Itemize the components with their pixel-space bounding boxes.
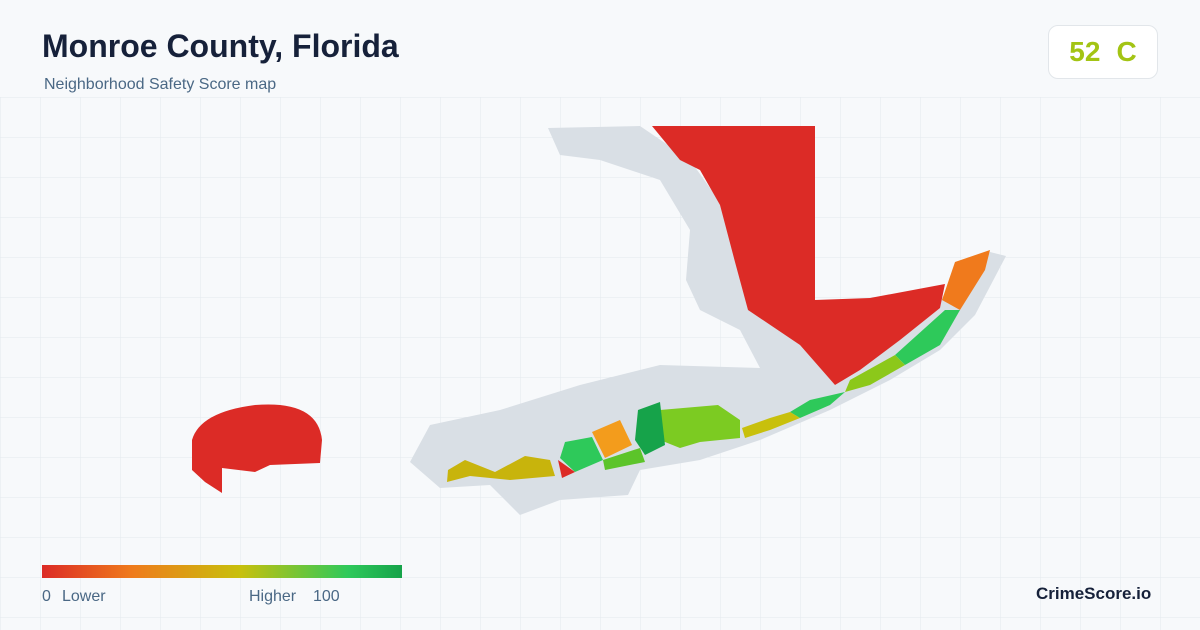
island-west — [192, 404, 322, 493]
brand: CrimeScore.io — [1036, 584, 1152, 603]
subtitle: Neighborhood Safety Score map — [44, 76, 277, 93]
mainland — [652, 126, 945, 385]
legend-bar — [42, 565, 402, 578]
legend-max-label: Higher — [249, 588, 297, 605]
grid — [0, 97, 1200, 630]
key-mid-1 — [845, 355, 905, 392]
key-e — [558, 460, 575, 478]
key-d — [603, 448, 645, 470]
key-mid-2 — [790, 392, 845, 418]
score-badge: 52 C — [1048, 25, 1158, 79]
legend-min: 0 — [42, 588, 51, 605]
score: 52 — [1069, 36, 1101, 67]
land-shadow — [410, 126, 1006, 515]
legend-min-label: Lower — [62, 588, 106, 605]
key-c — [560, 437, 603, 472]
legend-max: 100 — [313, 588, 340, 605]
key-lower — [447, 456, 555, 482]
key-b — [592, 420, 632, 458]
key-marathon — [660, 405, 740, 448]
key-mid-3 — [742, 412, 800, 438]
key-upper — [942, 250, 990, 310]
grade: C — [1116, 36, 1137, 67]
key-upper-2 — [895, 310, 960, 365]
title: Monroe County, Florida — [42, 28, 399, 64]
key-a — [635, 402, 665, 455]
